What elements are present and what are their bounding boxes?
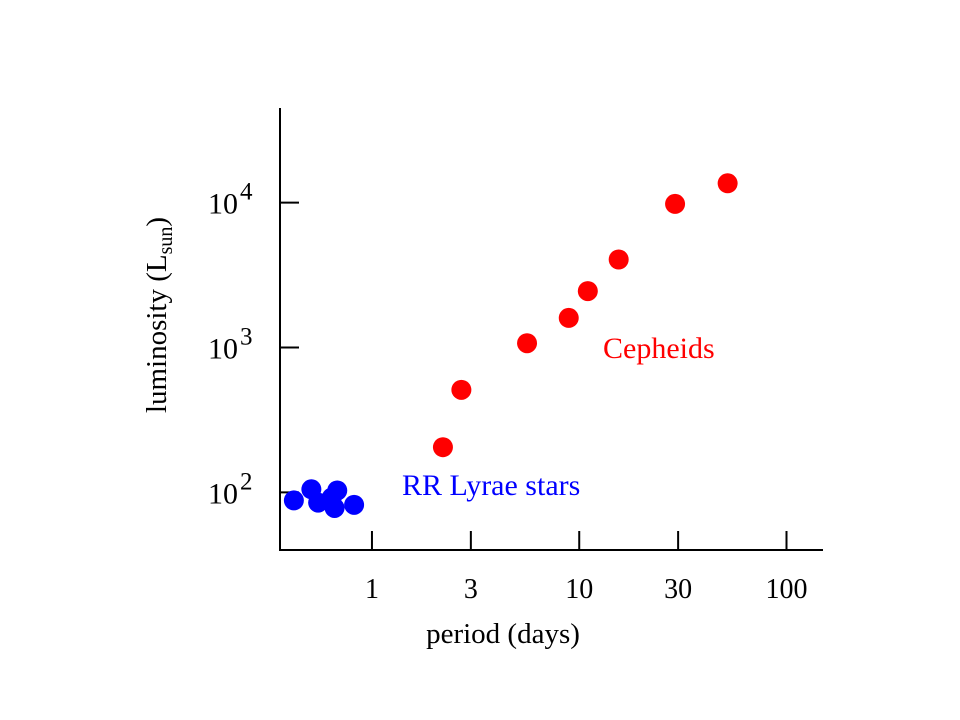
y-tick-label-exponent: 3 xyxy=(240,323,253,350)
cepheids-point xyxy=(717,173,738,194)
y-axis-label: luminosity (Lsun) xyxy=(141,217,177,413)
x-tick-label: 1 xyxy=(365,574,379,605)
x-tick-label: 3 xyxy=(464,574,478,605)
cepheids-point xyxy=(451,379,472,400)
y-tick-label-base: 10 xyxy=(208,477,238,510)
rr-lyrae-stars-point xyxy=(324,497,345,518)
rr-lyrae-stars-point xyxy=(344,494,365,515)
rr-lyrae-stars-point xyxy=(327,480,348,501)
data-points xyxy=(283,173,738,518)
axes xyxy=(279,108,823,551)
y-axis-label-close: ) xyxy=(141,217,173,227)
x-tick-label: 30 xyxy=(664,574,692,605)
y-tick-label-exponent: 2 xyxy=(240,468,253,495)
x-tick-label: 10 xyxy=(565,574,593,605)
cepheids-label: Cepheids xyxy=(603,332,715,365)
y-axis-label-subscript: sun xyxy=(155,227,177,255)
annotations: RR Lyrae stars Cepheids xyxy=(402,332,715,502)
y-tick-label-base: 10 xyxy=(208,332,238,365)
rr-lyrae-stars-label: RR Lyrae stars xyxy=(402,469,580,502)
rr-lyrae-stars-point xyxy=(283,490,304,511)
cepheids-point xyxy=(558,307,579,328)
y-tick-label-base: 10 xyxy=(208,188,238,221)
cepheids-point xyxy=(665,193,686,214)
y-tick-label-exponent: 4 xyxy=(240,179,253,206)
y-axis-label-main: luminosity (L xyxy=(141,254,173,413)
cepheids-point xyxy=(432,437,453,458)
x-axis-label: period (days) xyxy=(426,618,580,650)
x-tick-label: 100 xyxy=(766,574,808,605)
cepheids-point xyxy=(608,249,629,270)
cepheids-point xyxy=(517,333,538,354)
x-ticks: 1 3 10 30 100 xyxy=(365,531,808,605)
cepheids-point xyxy=(577,281,598,302)
